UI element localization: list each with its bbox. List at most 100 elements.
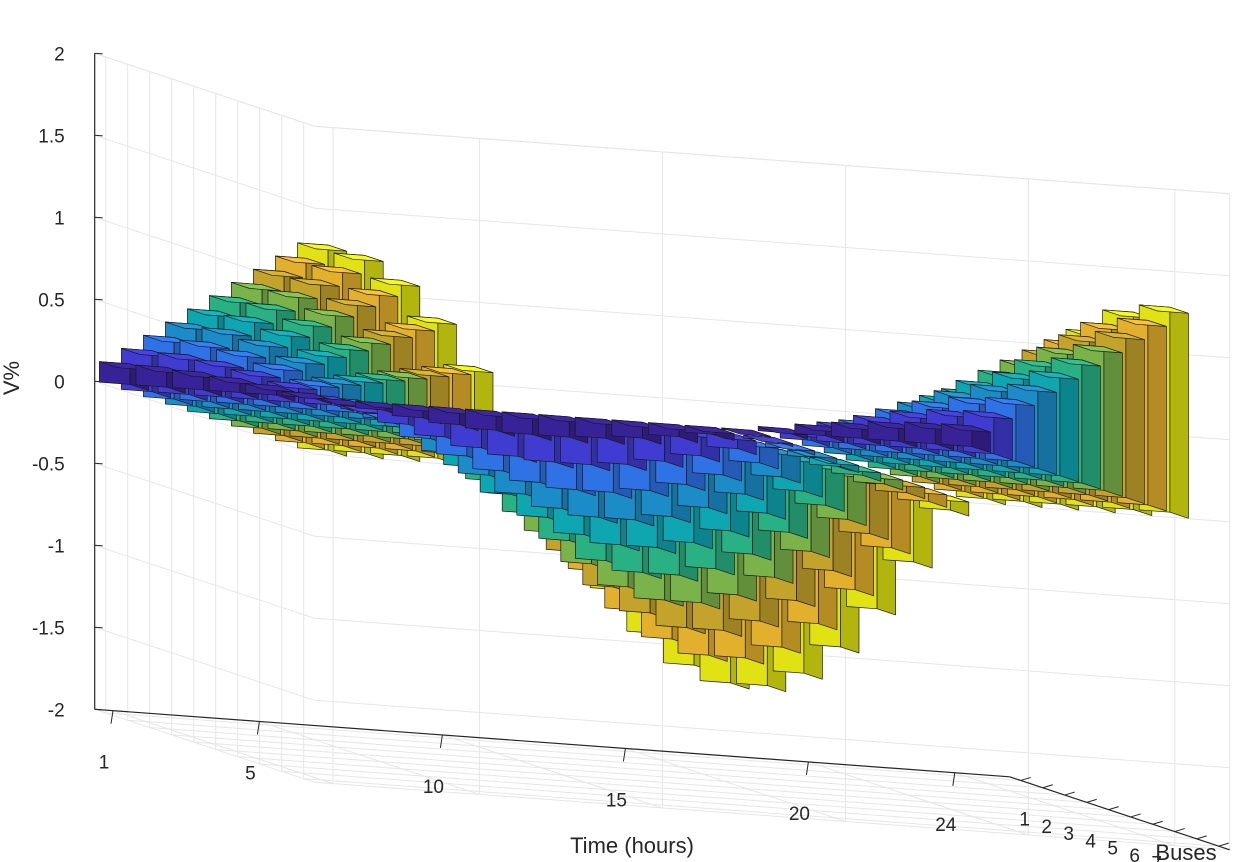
bar: [940, 423, 991, 453]
bar-face-top: [230, 369, 281, 379]
tick-labels: -2-1.5-1-0.500.511.521510152024123456789…: [32, 44, 1184, 862]
bar-face-top: [194, 359, 245, 369]
grid-line: [303, 778, 1219, 847]
x-tick-label: 10: [423, 777, 444, 798]
z-tick-label: 1.5: [38, 126, 64, 147]
grid-line: [215, 748, 1131, 818]
grid-line: [105, 712, 1021, 781]
bar-face-top: [296, 349, 347, 359]
y-tick-label: 6: [1129, 846, 1140, 862]
z-tick: [94, 544, 103, 547]
bar-face-top: [304, 308, 355, 318]
x-axis-line: [94, 708, 1010, 778]
y-tick: [1196, 835, 1207, 840]
bar-face-top: [370, 277, 421, 287]
y-tick-label: 2: [1041, 817, 1052, 838]
grid-lines: [94, 52, 1231, 851]
y-tick-label: 4: [1085, 831, 1096, 852]
y-tick-label: 5: [1107, 839, 1118, 860]
bar-face-top: [297, 242, 347, 252]
bar-face-top: [684, 424, 735, 435]
bar-face-top: [406, 315, 457, 325]
bar: [743, 434, 794, 447]
bar-face-top: [267, 290, 318, 300]
grid-line: [808, 761, 1029, 836]
bar-face-top: [1050, 357, 1101, 367]
bar-face-top: [421, 366, 472, 376]
z-tick-label: 0: [54, 372, 65, 393]
x-tick: [110, 710, 114, 724]
bar-face-top: [355, 372, 406, 382]
bar-face-side: [1081, 359, 1101, 490]
bar-face-top: [274, 355, 325, 365]
z-tick: [94, 134, 103, 137]
bar-face-top: [743, 434, 794, 445]
bar-face-side: [1015, 399, 1035, 468]
z-tick: [94, 298, 103, 301]
y-tick: [1152, 820, 1163, 825]
axes: [94, 52, 1230, 851]
x-tick-label: 15: [606, 790, 627, 811]
bar-face-top: [384, 322, 435, 332]
bar-face-top: [326, 298, 377, 308]
bar-face-side: [1037, 386, 1057, 475]
bar-face-top: [311, 376, 362, 386]
x-tick: [952, 772, 956, 786]
bar-face-top: [940, 423, 991, 433]
bar-face-side: [1059, 372, 1079, 483]
z-tick: [94, 462, 103, 465]
y-tick: [1064, 791, 1075, 796]
y-tick: [1174, 828, 1185, 833]
bar-face-side: [1147, 320, 1167, 512]
bar-face-top: [348, 287, 399, 298]
grid-line: [94, 380, 315, 455]
bar-face-top: [362, 329, 413, 339]
bar-face-top: [311, 265, 362, 275]
y-tick: [1042, 784, 1053, 789]
z-tick-label: -2: [48, 700, 65, 721]
bar-face-top: [253, 268, 303, 278]
z-tick: [94, 626, 103, 629]
y-tick: [1130, 813, 1141, 818]
x-tick: [439, 734, 443, 749]
x-tick-label: 20: [789, 804, 810, 825]
y-tick-label: 7: [1151, 853, 1162, 862]
x-axis-label: Time (hours): [570, 833, 694, 858]
grid-line: [259, 763, 1175, 833]
bar-face-top: [179, 339, 230, 349]
z-tick-label: 0.5: [38, 290, 64, 311]
grid-line: [442, 734, 663, 809]
bar-face-top: [275, 255, 325, 265]
grid-line: [314, 125, 1230, 195]
bar-face-top: [377, 370, 428, 380]
bar-face-side: [1169, 306, 1189, 519]
bar-face-top: [245, 302, 296, 312]
grid-line: [94, 626, 315, 701]
grid-line: [171, 734, 1087, 803]
bar-face-top: [238, 338, 289, 349]
bar-face-top: [201, 327, 252, 337]
y-axis-label: Buses: [1155, 840, 1216, 862]
z-tick-label: -1: [48, 536, 65, 557]
grid-line: [314, 781, 1230, 851]
bar-face-top: [282, 318, 333, 328]
grid-line: [94, 134, 315, 209]
x-tick-label: 24: [935, 815, 957, 836]
z-tick-label: 2: [54, 44, 65, 65]
bar-face-top: [333, 252, 384, 262]
y-tick: [1218, 842, 1229, 847]
bar-face-top: [1028, 370, 1079, 380]
grid-line: [314, 699, 1230, 769]
grid-line: [149, 727, 1065, 796]
y-axis-line: [1009, 776, 1230, 851]
bar-face-side: [993, 412, 1013, 461]
bar-face-top: [318, 342, 369, 352]
bar-face-top: [1094, 330, 1145, 341]
bar-face-side: [1103, 346, 1123, 497]
grid-line: [314, 207, 1230, 277]
bar-face-top: [721, 427, 772, 437]
z-axis-label: V%: [0, 361, 24, 395]
x-tick: [622, 748, 626, 762]
bar-face-top: [245, 383, 296, 393]
